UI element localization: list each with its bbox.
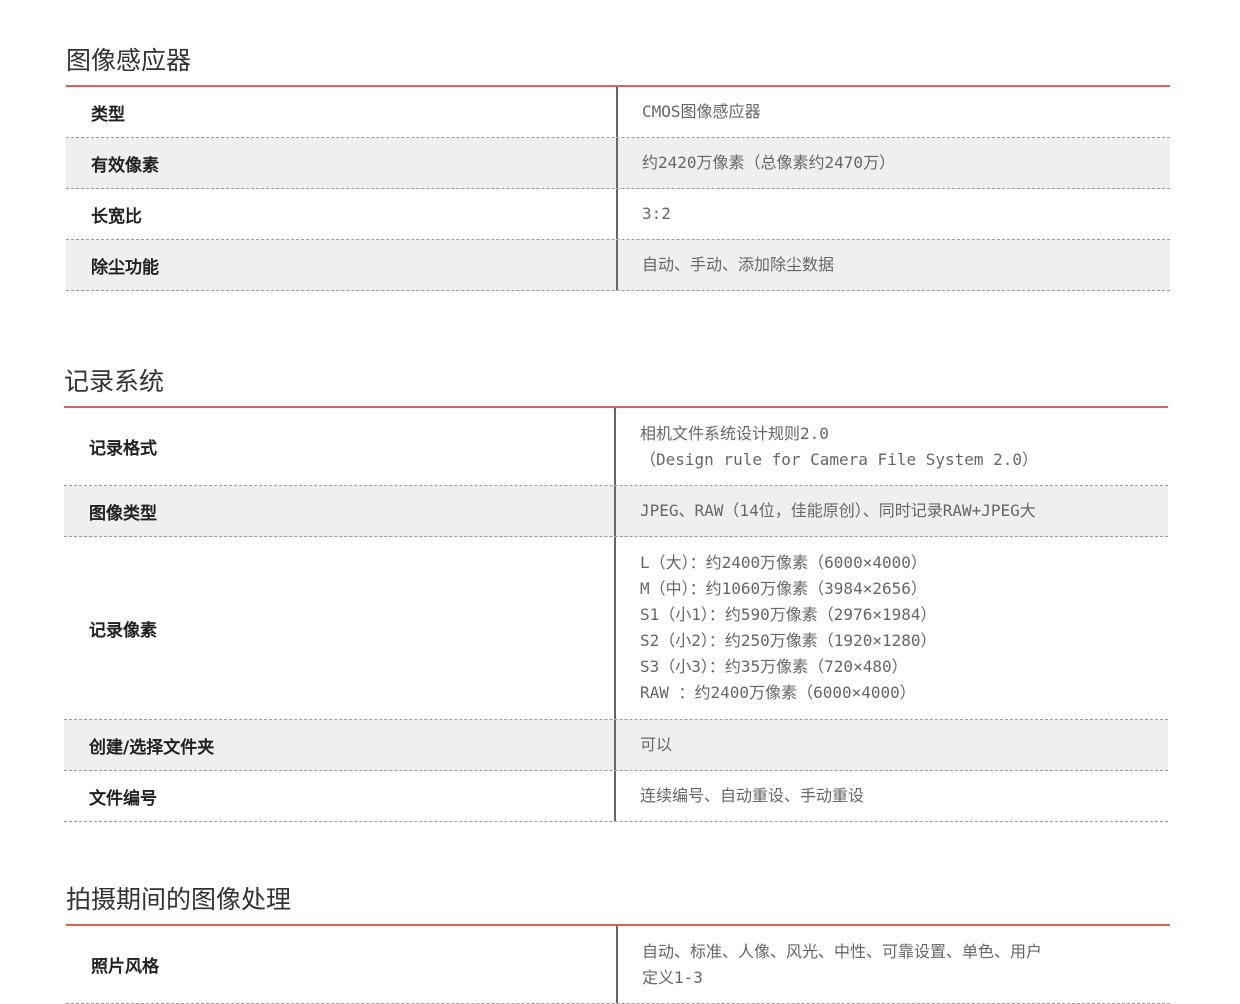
value-line: L（大）：约2400万像素（6000×4000） xyxy=(640,553,927,572)
row-label: 记录像素 xyxy=(64,537,616,719)
row-label: 类型 xyxy=(66,87,618,137)
spec-table: 类型 CMOS图像感应器 有效像素 约2420万像素（总像素约2470万） 长宽… xyxy=(66,85,1170,291)
row-label: 长宽比 xyxy=(66,189,618,239)
spec-table: 记录格式 相机文件系统设计规则2.0 （Design rule for Came… xyxy=(64,406,1168,822)
value-line: S3（小3）：约35万像素（720×480） xyxy=(640,657,908,676)
table-row: 记录像素 L（大）：约2400万像素（6000×4000） M（中）：约1060… xyxy=(64,537,1168,720)
value-line: 3:2 xyxy=(642,204,671,223)
row-label: 照片风格 xyxy=(66,926,618,1003)
row-value: 自动、标准、人像、风光、中性、可靠设置、单色、用户 定义1-3 xyxy=(618,926,1170,1003)
row-value: JPEG、RAW（14位，佳能原创）、同时记录RAW+JPEG大 xyxy=(616,486,1168,536)
value-line: CMOS图像感应器 xyxy=(642,102,761,121)
row-label: 创建/选择文件夹 xyxy=(64,720,616,770)
row-label: 有效像素 xyxy=(66,138,618,188)
row-label: 除尘功能 xyxy=(66,240,618,290)
row-value: 3:2 xyxy=(618,189,1170,239)
value-line: JPEG、RAW（14位，佳能原创）、同时记录RAW+JPEG大 xyxy=(640,501,1036,520)
table-row: 创建/选择文件夹 可以 xyxy=(64,720,1168,771)
value-line: S1（小1）：约590万像素（2976×1984） xyxy=(640,605,937,624)
row-label: 文件编号 xyxy=(64,771,616,821)
row-value: 可以 xyxy=(616,720,1168,770)
spec-table: 照片风格 自动、标准、人像、风光、中性、可靠设置、单色、用户 定义1-3 xyxy=(66,924,1170,1004)
table-row: 记录格式 相机文件系统设计规则2.0 （Design rule for Came… xyxy=(64,408,1168,486)
row-value: 约2420万像素（总像素约2470万） xyxy=(618,138,1170,188)
row-value: 连续编号、自动重设、手动重设 xyxy=(616,771,1168,821)
row-value: CMOS图像感应器 xyxy=(618,87,1170,137)
table-row: 长宽比 3:2 xyxy=(66,189,1170,240)
value-line: 约2420万像素（总像素约2470万） xyxy=(642,153,896,172)
table-row: 类型 CMOS图像感应器 xyxy=(66,87,1170,138)
value-line: S2（小2）：约250万像素（1920×1280） xyxy=(640,631,937,650)
table-row: 有效像素 约2420万像素（总像素约2470万） xyxy=(66,138,1170,189)
value-line: 连续编号、自动重设、手动重设 xyxy=(640,786,865,805)
table-row: 文件编号 连续编号、自动重设、手动重设 xyxy=(64,771,1168,822)
table-row: 除尘功能 自动、手动、添加除尘数据 xyxy=(66,240,1170,291)
table-row: 图像类型 JPEG、RAW（14位，佳能原创）、同时记录RAW+JPEG大 xyxy=(64,486,1168,537)
value-line: （Design rule for Camera File System 2.0） xyxy=(640,449,1039,469)
section-image-sensor: 图像感应器 类型 CMOS图像感应器 有效像素 约2420万像素（总像素约247… xyxy=(66,46,1170,291)
section-image-processing: 拍摄期间的图像处理 照片风格 自动、标准、人像、风光、中性、可靠设置、单色、用户… xyxy=(66,885,1170,1004)
section-recording-system: 记录系统 记录格式 相机文件系统设计规则2.0 （Design rule for… xyxy=(64,367,1168,822)
value-line: 自动、标准、人像、风光、中性、可靠设置、单色、用户 xyxy=(642,941,1043,961)
section-title: 拍摄期间的图像处理 xyxy=(66,885,292,914)
table-row: 照片风格 自动、标准、人像、风光、中性、可靠设置、单色、用户 定义1-3 xyxy=(66,926,1170,1004)
value-line: M（中）：约1060万像素（3984×2656） xyxy=(640,579,927,598)
row-label: 图像类型 xyxy=(64,486,616,536)
row-value: L（大）：约2400万像素（6000×4000） M（中）：约1060万像素（3… xyxy=(616,537,1168,719)
value-line: 自动、手动、添加除尘数据 xyxy=(642,255,835,274)
value-line: RAW ：约2400万像素（6000×4000） xyxy=(640,683,916,702)
value-line: 可以 xyxy=(640,735,673,754)
value-line: 定义1-3 xyxy=(642,967,703,987)
row-value: 相机文件系统设计规则2.0 （Design rule for Camera Fi… xyxy=(616,408,1168,485)
section-title: 图像感应器 xyxy=(66,46,192,75)
row-value: 自动、手动、添加除尘数据 xyxy=(618,240,1170,290)
value-line: 相机文件系统设计规则2.0 xyxy=(640,423,829,443)
section-title: 记录系统 xyxy=(64,367,165,396)
row-label: 记录格式 xyxy=(64,408,616,485)
